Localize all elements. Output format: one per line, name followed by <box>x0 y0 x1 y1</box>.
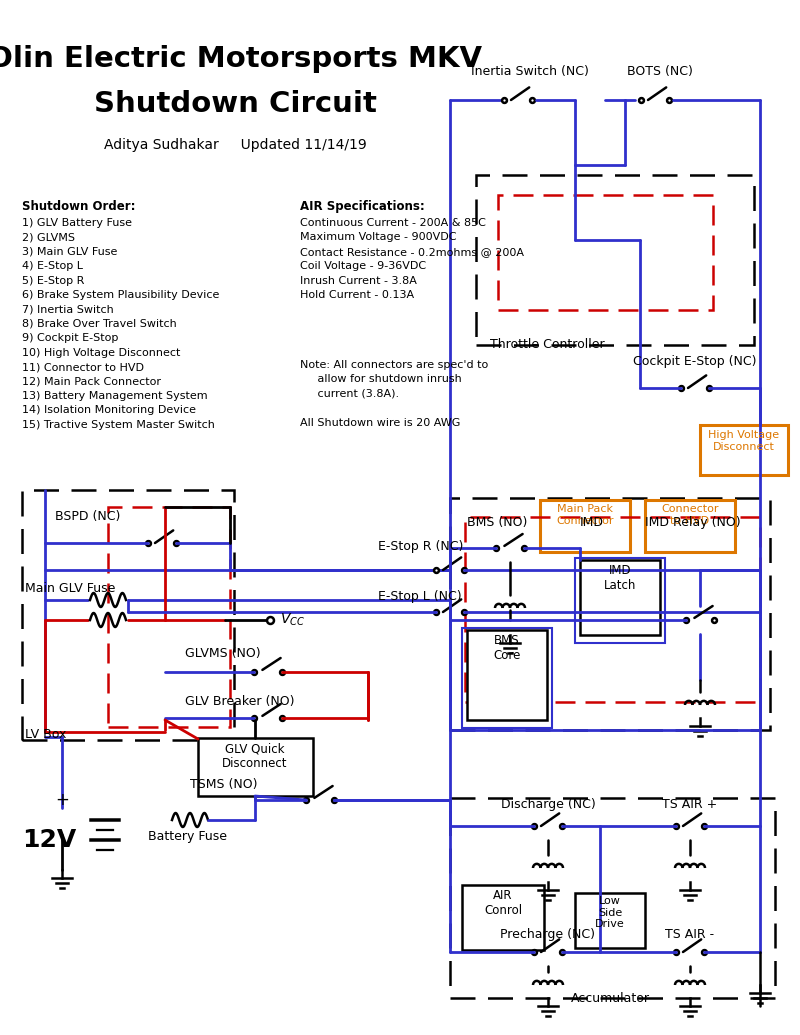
Text: Precharge (NC): Precharge (NC) <box>501 928 595 941</box>
Text: Inertia Switch (NC): Inertia Switch (NC) <box>471 65 589 78</box>
Text: GLV Breaker (NO): GLV Breaker (NO) <box>185 694 294 708</box>
Bar <box>645 500 735 552</box>
Text: High Voltage
Disconnect: High Voltage Disconnect <box>709 430 779 451</box>
Text: TS AIR -: TS AIR - <box>666 928 714 941</box>
Text: 12V: 12V <box>22 828 76 852</box>
Bar <box>575 558 665 643</box>
Bar <box>540 500 630 552</box>
Bar <box>22 490 234 740</box>
Text: Olin Electric Motorsports MKV: Olin Electric Motorsports MKV <box>0 45 482 73</box>
Bar <box>700 425 788 475</box>
Text: Continuous Current - 200A & 85C
Maximum Voltage - 900VDC
Contact Resistance - 0.: Continuous Current - 200A & 85C Maximum … <box>300 218 524 300</box>
Bar <box>108 507 230 727</box>
Text: AIR Specifications:: AIR Specifications: <box>300 200 425 213</box>
Bar <box>580 560 660 635</box>
Text: IMD Relay (NO): IMD Relay (NO) <box>645 516 741 529</box>
Text: Discharge (NC): Discharge (NC) <box>501 798 595 811</box>
Text: Note: All connectors are spec'd to
     allow for shutdown inrush
     current (: Note: All connectors are spec'd to allow… <box>300 360 488 427</box>
Text: AIR
Conrol: AIR Conrol <box>484 889 522 917</box>
Text: GLVMS (NO): GLVMS (NO) <box>185 647 261 660</box>
Text: BMS (NO): BMS (NO) <box>467 516 527 529</box>
Text: TS AIR +: TS AIR + <box>662 798 718 811</box>
Text: IMD
Latch: IMD Latch <box>604 564 636 592</box>
Bar <box>465 518 760 702</box>
Text: Low
Side
Drive: Low Side Drive <box>595 896 625 929</box>
Text: Battery Fuse: Battery Fuse <box>148 830 227 842</box>
Text: 1) GLV Battery Fuse
2) GLVMS
3) Main GLV Fuse
4) E-Stop L
5) E-Stop R
6) Brake S: 1) GLV Battery Fuse 2) GLVMS 3) Main GLV… <box>22 218 219 430</box>
Text: E-Stop R (NC): E-Stop R (NC) <box>378 540 463 553</box>
Text: Accumulator: Accumulator <box>570 992 650 1005</box>
Text: IMD: IMD <box>580 516 604 529</box>
Text: +: + <box>55 791 69 809</box>
Text: Throttle Controller: Throttle Controller <box>490 338 605 351</box>
Text: $V_{CC}$: $V_{CC}$ <box>280 612 305 628</box>
Text: Shutdown Circuit: Shutdown Circuit <box>94 90 377 118</box>
Bar <box>462 885 544 950</box>
Bar <box>462 628 552 728</box>
Text: Main Pack
Connector: Main Pack Connector <box>556 504 614 526</box>
Text: LV Box: LV Box <box>25 728 66 741</box>
Text: Connector
to HVD: Connector to HVD <box>662 504 718 526</box>
Bar <box>575 893 645 948</box>
Text: BMS
Core: BMS Core <box>494 634 521 662</box>
Text: GLV Quick
Disconnect: GLV Quick Disconnect <box>222 742 288 770</box>
Bar <box>467 630 547 720</box>
Text: Main GLV Fuse: Main GLV Fuse <box>25 582 115 595</box>
Text: Cockpit E-Stop (NC): Cockpit E-Stop (NC) <box>634 355 757 368</box>
Text: E-Stop L (NC): E-Stop L (NC) <box>378 590 462 603</box>
Text: Shutdown Order:: Shutdown Order: <box>22 200 135 213</box>
Text: Aditya Sudhakar     Updated 11/14/19: Aditya Sudhakar Updated 11/14/19 <box>104 138 366 152</box>
Bar <box>198 738 313 796</box>
Bar <box>476 175 754 345</box>
Bar <box>450 798 775 998</box>
Text: BSPD (NC): BSPD (NC) <box>55 510 120 523</box>
Text: TSMS (NO): TSMS (NO) <box>190 778 258 791</box>
Text: BOTS (NC): BOTS (NC) <box>627 65 693 78</box>
Bar <box>450 498 770 730</box>
Bar <box>498 195 713 310</box>
